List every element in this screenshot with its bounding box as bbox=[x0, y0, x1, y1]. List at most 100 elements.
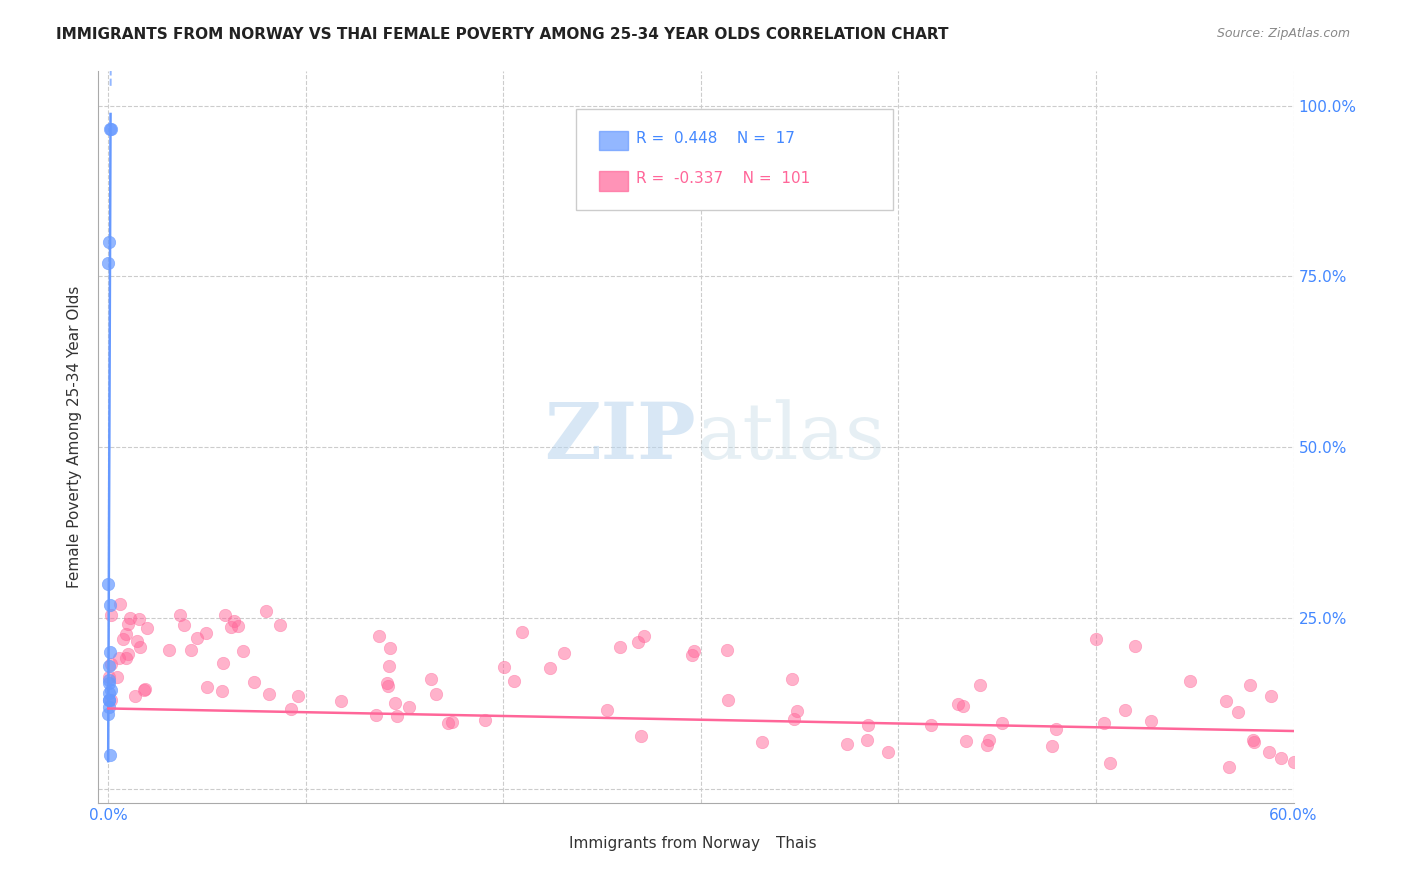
Point bbox=[128, 612, 150, 626]
Point bbox=[98, 645, 121, 659]
Point bbox=[1239, 678, 1261, 692]
Point bbox=[98, 686, 121, 700]
Point bbox=[681, 648, 703, 663]
Point bbox=[129, 640, 152, 654]
Point bbox=[952, 698, 974, 713]
Point bbox=[259, 687, 281, 701]
Text: atlas: atlas bbox=[696, 400, 884, 475]
Point bbox=[683, 644, 706, 658]
Point bbox=[97, 676, 120, 690]
Point bbox=[1270, 750, 1292, 764]
Point bbox=[946, 697, 969, 711]
Text: IMMIGRANTS FROM NORWAY VS THAI FEMALE POVERTY AMONG 25-34 YEAR OLDS CORRELATION : IMMIGRANTS FROM NORWAY VS THAI FEMALE PO… bbox=[56, 27, 949, 42]
Point bbox=[114, 650, 136, 665]
Point bbox=[212, 656, 235, 670]
Point bbox=[98, 700, 121, 714]
Point bbox=[232, 643, 254, 657]
Point bbox=[195, 680, 218, 694]
Point bbox=[214, 608, 236, 623]
Point bbox=[627, 635, 650, 649]
Point bbox=[242, 675, 264, 690]
Point bbox=[1178, 673, 1201, 688]
Point bbox=[134, 682, 156, 697]
Point bbox=[105, 670, 128, 684]
Point bbox=[97, 577, 120, 591]
Point bbox=[876, 745, 898, 759]
FancyBboxPatch shape bbox=[599, 171, 628, 191]
Point bbox=[219, 620, 242, 634]
Point bbox=[1258, 745, 1281, 759]
Point bbox=[955, 734, 977, 748]
Point bbox=[492, 660, 515, 674]
Point bbox=[287, 689, 309, 703]
Point bbox=[1241, 733, 1264, 747]
Point bbox=[98, 122, 121, 136]
Point bbox=[385, 708, 408, 723]
Text: Immigrants from Norway: Immigrants from Norway bbox=[569, 837, 761, 851]
Point bbox=[858, 718, 880, 732]
Point bbox=[630, 729, 652, 743]
Point bbox=[441, 714, 464, 729]
Point bbox=[1215, 693, 1237, 707]
Point bbox=[100, 608, 122, 623]
Point bbox=[226, 619, 249, 633]
Point bbox=[97, 693, 120, 707]
Point bbox=[1226, 705, 1249, 719]
Point bbox=[378, 641, 401, 656]
Text: Thais: Thais bbox=[776, 837, 817, 851]
Point bbox=[98, 673, 121, 687]
FancyBboxPatch shape bbox=[599, 130, 628, 151]
Point bbox=[98, 747, 121, 762]
Point bbox=[502, 674, 524, 689]
Point bbox=[115, 627, 138, 641]
Point bbox=[368, 629, 391, 643]
Point bbox=[437, 715, 460, 730]
Point bbox=[211, 683, 233, 698]
Point bbox=[553, 646, 575, 660]
Point bbox=[538, 661, 561, 675]
Point bbox=[100, 657, 122, 671]
Point bbox=[112, 632, 135, 646]
Point bbox=[976, 738, 998, 752]
Point bbox=[377, 679, 399, 693]
Point bbox=[856, 733, 879, 747]
Point bbox=[1125, 639, 1147, 653]
Point bbox=[425, 687, 447, 701]
Point bbox=[633, 628, 655, 642]
Point bbox=[1218, 760, 1240, 774]
Point bbox=[378, 659, 401, 673]
Point bbox=[97, 659, 120, 673]
Point bbox=[377, 675, 399, 690]
Point bbox=[194, 626, 217, 640]
FancyBboxPatch shape bbox=[740, 836, 769, 854]
Point bbox=[1045, 723, 1067, 737]
Point bbox=[117, 647, 139, 661]
Point bbox=[1114, 702, 1136, 716]
Point bbox=[751, 735, 773, 749]
Point bbox=[1139, 714, 1161, 728]
Point bbox=[990, 716, 1012, 731]
Point bbox=[136, 621, 159, 635]
Point bbox=[920, 717, 942, 731]
Point bbox=[1092, 715, 1115, 730]
Point bbox=[837, 737, 859, 751]
Point bbox=[186, 632, 208, 646]
Point bbox=[157, 643, 180, 657]
Point bbox=[98, 598, 121, 612]
Point bbox=[134, 682, 156, 697]
Point bbox=[98, 235, 121, 250]
Point bbox=[786, 704, 808, 718]
FancyBboxPatch shape bbox=[576, 110, 893, 211]
Point bbox=[1260, 689, 1282, 703]
Point bbox=[269, 618, 291, 632]
Point bbox=[97, 256, 120, 270]
Point bbox=[717, 693, 740, 707]
Point bbox=[979, 733, 1001, 747]
Point bbox=[364, 708, 387, 723]
Text: R =  0.448    N =  17: R = 0.448 N = 17 bbox=[636, 131, 794, 146]
Point bbox=[280, 702, 302, 716]
Point bbox=[97, 706, 120, 721]
Y-axis label: Female Poverty Among 25-34 Year Olds: Female Poverty Among 25-34 Year Olds bbox=[67, 286, 83, 588]
Point bbox=[98, 670, 121, 684]
Point bbox=[100, 692, 122, 706]
